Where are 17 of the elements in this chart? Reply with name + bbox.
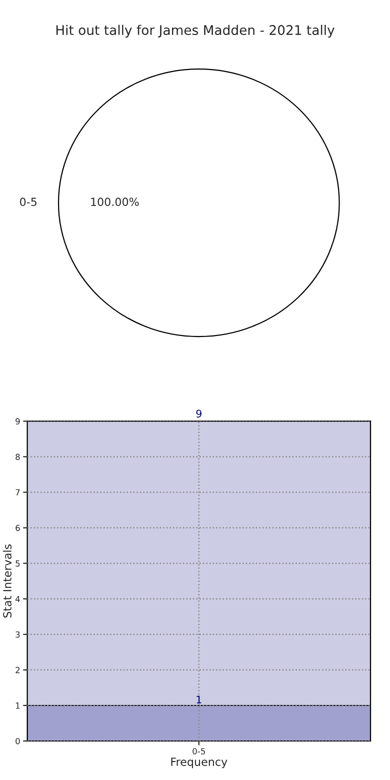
y-tick-label: 0	[16, 738, 20, 744]
y-tick-label: 6	[16, 524, 20, 532]
data-label: 100.00%	[91, 198, 139, 206]
y-tick-label: 7	[16, 489, 20, 496]
y-tick-label: 9	[16, 418, 20, 424]
data-label: 1	[196, 696, 202, 704]
text: 9	[196, 410, 202, 418]
y-tick-label: 2	[16, 666, 20, 674]
x-axis-title: Frequency	[171, 758, 228, 768]
slice-label: 0-5	[20, 198, 36, 206]
chart-title: Hit out tally for James Madden - 2021 tally	[56, 24, 334, 38]
y-tick-label: 4	[15, 596, 20, 602]
y-axis-title: Stat Intervals	[2, 544, 12, 618]
y-tick-label: 3	[16, 631, 20, 638]
y-tick-label: 5	[16, 560, 20, 567]
y-tick-label: 8	[16, 454, 20, 460]
y-tick-label: 1	[16, 702, 20, 709]
